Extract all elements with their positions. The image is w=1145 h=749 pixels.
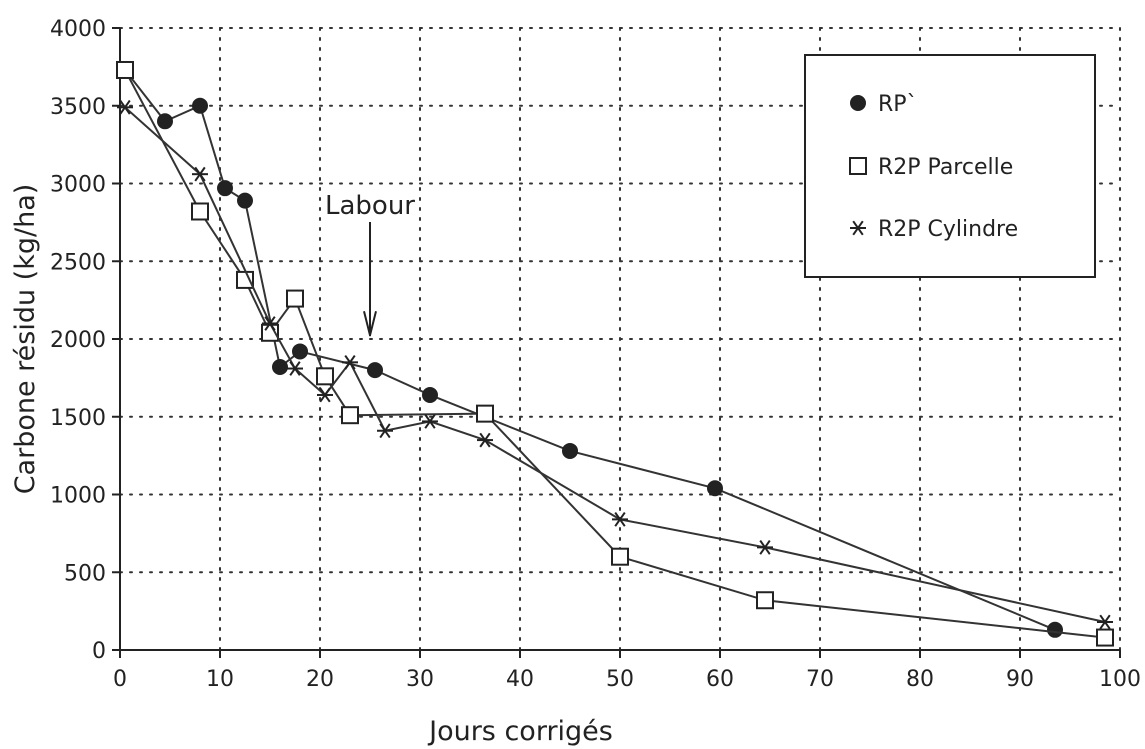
y-tick-label: 3500: [50, 95, 106, 120]
point-marker-square: [849, 157, 867, 175]
y-tick-label: 4000: [50, 17, 106, 42]
legend-item-1: R2P Parcelle: [849, 155, 1013, 180]
legend-label: R2P Cylindre: [878, 217, 1018, 242]
x-tick-label: 100: [1099, 667, 1141, 692]
point-marker-square: [476, 404, 494, 423]
series-group: [116, 60, 1114, 647]
point-marker-asterisk: [1097, 614, 1113, 630]
series-line: [124, 106, 1106, 623]
asterisk-stroke: [852, 220, 864, 236]
y-tick-label: 0: [92, 639, 106, 664]
legend: RP` R2P Parcelle R2P Cylindre: [804, 54, 1096, 278]
point-marker-asterisk: [317, 387, 333, 403]
point-marker-circle: [850, 95, 866, 111]
tick-labels: 0 500 1000 1500 2000 2500 3000 3500 4000 0 10 20 30 4…: [50, 17, 1141, 692]
point-marker-square: [191, 202, 209, 221]
legend-label: RP`: [878, 92, 918, 117]
x-tick-label: 50: [606, 667, 634, 692]
legend-item-2: R2P Cylindre: [850, 217, 1018, 242]
point-marker-circle: [272, 358, 288, 375]
annotation-label: Labour: [325, 191, 415, 221]
point-marker-asterisk: [117, 99, 133, 115]
asterisk-stroke: [194, 166, 206, 182]
point-marker-circle: [157, 113, 173, 130]
legend-label: R2P Parcelle: [878, 155, 1013, 180]
point-marker-square: [611, 547, 629, 566]
x-axis-title: Jours corrigés: [427, 716, 613, 747]
point-marker-asterisk: [342, 354, 358, 370]
x-tick-label: 80: [906, 667, 934, 692]
asterisk-stroke: [759, 539, 771, 555]
asterisk-stroke: [479, 432, 491, 448]
asterisk-stroke: [319, 387, 331, 403]
asterisk-stroke: [344, 354, 356, 370]
point-marker-square: [286, 289, 304, 308]
point-marker-square: [316, 367, 334, 386]
asterisk-stroke: [379, 423, 391, 439]
asterisk-stroke: [1099, 614, 1111, 630]
point-marker-asterisk: [192, 166, 208, 182]
point-marker-circle: [237, 192, 253, 209]
y-tick-label: 2000: [50, 328, 106, 353]
point-marker-square: [756, 591, 774, 610]
series-1: [116, 60, 1114, 647]
x-tick-label: 60: [706, 667, 734, 692]
point-marker-circle: [367, 362, 383, 379]
annotation-arrow-head: [363, 310, 377, 336]
asterisk-stroke: [264, 316, 276, 331]
x-tick-label: 10: [206, 667, 234, 692]
grid: [119, 27, 1121, 651]
x-tick-label: 70: [806, 667, 834, 692]
point-marker-asterisk: [477, 432, 493, 448]
point-marker-asterisk: [262, 316, 278, 331]
x-tick-label: 90: [1006, 667, 1034, 692]
y-tick-label: 1000: [50, 484, 106, 509]
point-marker-circle: [192, 97, 208, 114]
point-marker-square: [341, 406, 359, 425]
point-marker-circle: [217, 180, 233, 197]
y-tick-label: 500: [64, 561, 106, 586]
y-tick-label: 2500: [50, 250, 106, 275]
x-tick-label: 40: [506, 667, 534, 692]
point-marker-asterisk: [422, 414, 438, 429]
series-2: [117, 99, 1113, 630]
legend-item-0: RP`: [850, 92, 918, 117]
asterisk-stroke: [289, 361, 301, 376]
x-tick-label: 0: [113, 667, 127, 692]
point-marker-square: [116, 60, 134, 79]
asterisk-stroke: [614, 512, 626, 527]
asterisk-stroke: [424, 414, 436, 429]
point-marker-asterisk: [377, 423, 393, 439]
y-axis-title: Carbone résidu (kg/ha): [10, 184, 41, 495]
point-marker-asterisk: [757, 539, 773, 555]
y-tick-label: 3000: [50, 173, 106, 198]
point-marker-circle: [292, 343, 308, 360]
x-tick-label: 20: [306, 667, 334, 692]
point-marker-circle: [1047, 621, 1063, 638]
point-marker-circle: [707, 480, 723, 497]
annotation-group: Labour: [325, 191, 415, 337]
point-marker-asterisk: [612, 512, 628, 527]
point-marker-asterisk: [287, 361, 303, 376]
y-tick-label: 1500: [50, 406, 106, 431]
point-marker-asterisk: [850, 220, 866, 236]
point-marker-circle: [422, 386, 438, 403]
point-marker-square: [1096, 628, 1114, 647]
asterisk-stroke: [119, 99, 131, 115]
point-marker-circle: [562, 442, 578, 459]
x-tick-label: 30: [406, 667, 434, 692]
